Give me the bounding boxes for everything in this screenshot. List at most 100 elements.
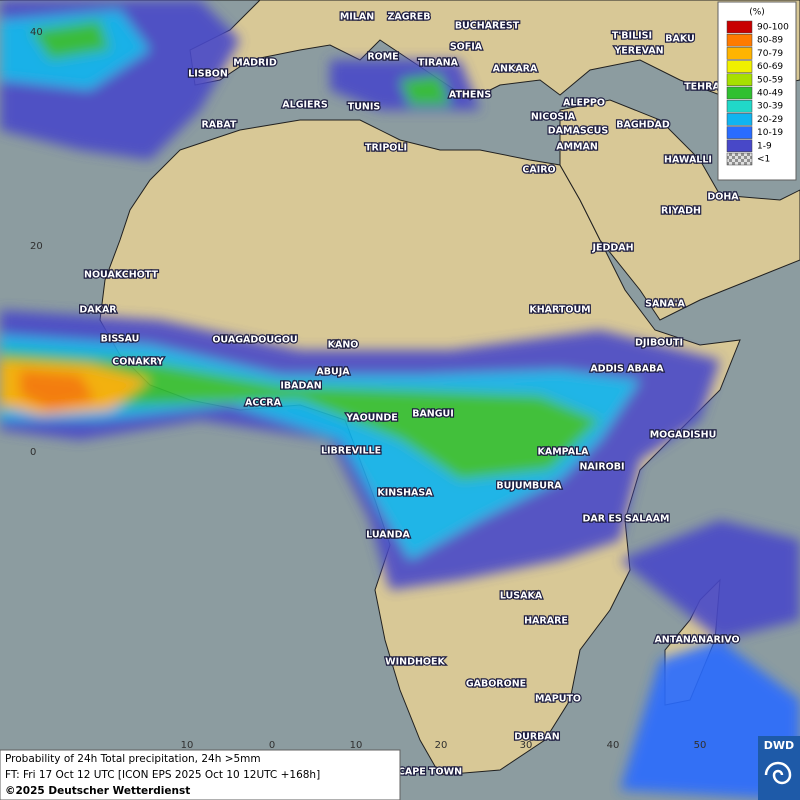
city-label: MADRID [233,58,277,69]
city-label: DOHA [707,192,739,203]
city-label: RABAT [201,120,237,131]
logo-swirl [764,761,792,785]
city-label: ZAGREB [387,12,430,23]
latitude-label: 0 [30,447,36,458]
legend-label: 40-49 [757,89,783,99]
city-label: LUSAKA [500,591,543,602]
legend-label: 10-19 [757,128,783,138]
city-label: LUANDA [366,530,410,541]
city-label: DAKAR [79,305,117,316]
city-label: DURBAN [514,732,560,743]
longitude-label: 10 [181,740,194,751]
city-label: LIBREVILLE [321,446,381,457]
city-label: CONAKRY [112,357,164,368]
city-label: HARARE [524,616,568,627]
caption: Probability of 24h Total precipitation, … [0,749,401,800]
city-label: ALEPPO [563,98,605,109]
city-label: BAKU [665,34,695,45]
city-label: TUNIS [348,102,381,113]
legend-label: 70-79 [757,49,783,59]
legend-swatch [726,126,753,139]
legend-label: 80-89 [757,36,783,46]
legend-swatch [726,86,753,100]
legend-swatch [726,60,753,73]
longitude-label: 10 [350,740,363,751]
city-label: TIRANA [418,58,459,69]
legend-swatch [726,20,753,34]
city-label: SOFIA [450,42,483,53]
latitude-label: 20 [30,241,43,252]
legend-swatch [726,47,753,60]
city-label: TRIPOLI [365,143,407,154]
legend-title: (%) [749,8,765,18]
legend-swatch [726,139,753,153]
city-label: BANGUI [412,409,454,420]
city-label: HAWALLI [664,155,712,166]
city-label: DAR ES SALAAM [583,514,670,525]
city-label: ATHENS [449,90,491,101]
city-label: DJIBOUTI [635,338,683,349]
caption-line: FT: Fri 17 Oct 12 UTC [ICON EPS 2025 Oct… [5,769,320,781]
longitude-label: 20 [435,740,448,751]
city-label: RIYADH [661,206,701,217]
legend-label: 50-59 [757,75,783,85]
longitude-label: 30 [520,740,533,751]
caption-line: Probability of 24h Total precipitation, … [5,753,261,765]
city-label: MOGADISHU [650,430,717,441]
city-label: AMMAN [556,142,598,153]
logo: DWD [758,736,800,800]
caption-box [0,749,401,800]
city-label: NAIROBI [579,462,624,473]
city-label: KINSHASA [377,488,433,499]
legend-label: 30-39 [757,102,783,112]
legend-swatch [726,73,753,87]
longitude-label: 40 [607,740,620,751]
city-label: OUAGADOUGOU [212,335,297,346]
logo-text: DWD [764,739,794,752]
city-label: KAMPALA [537,447,589,458]
city-label: BISSAU [101,334,140,345]
logo-box [758,736,800,800]
legend-swatch [726,33,753,47]
legend-swatch [726,152,753,166]
city-label: CAPE TOWN [398,767,462,778]
city-label: YEREVAN [613,46,663,57]
city-label: NOUAKCHOTT [84,270,158,281]
city-label: YAOUNDE [345,413,397,424]
city-label: IBADAN [280,381,321,392]
longitude-label: 50 [694,740,707,751]
city-label: CAIRO [522,165,555,176]
city-label: ANTANANARIVO [654,635,739,646]
legend: (%) 90-100 80-89 70-79 60-69 50-59 40-49 30-39… [717,1,797,181]
city-label: KANO [328,340,359,351]
latitude-label: 40 [30,27,43,38]
city-label: ABUJA [316,367,350,378]
city-label: WINDHOEK [385,657,445,668]
city-label: ACCRA [245,398,282,409]
city-label: GABORONE [466,679,526,690]
legend-entries: 90-100 80-89 70-79 60-69 50-59 40-49 30-39 20-2… [726,20,789,166]
longitude-label: 0 [269,740,275,751]
city-label: KHARTOUM [529,305,590,316]
legend-label: 60-69 [757,62,783,72]
city-label: ANKARA [493,64,538,75]
city-label: T'BILISI [612,31,652,42]
legend-label: 20-29 [757,115,783,125]
city-label: LISBON [188,69,228,80]
city-label: BUCHAREST [455,21,520,32]
city-label: MAPUTO [535,694,581,705]
graticule-labels: 40 20 0 10 0 10 20 30 40 50 [30,27,706,751]
city-label: ROME [367,52,398,63]
legend-label: <1 [757,155,770,165]
city-label: DAMASCUS [548,126,609,137]
legend-swatch [726,113,753,126]
city-label: TEHRA [684,82,720,93]
city-label: SANA'A [645,299,685,310]
city-label: ALGIERS [282,100,328,111]
legend-label: 90-100 [757,23,789,33]
city-label: MILAN [340,12,374,23]
caption-line: ©2025 Deutscher Wetterdienst [5,785,190,797]
